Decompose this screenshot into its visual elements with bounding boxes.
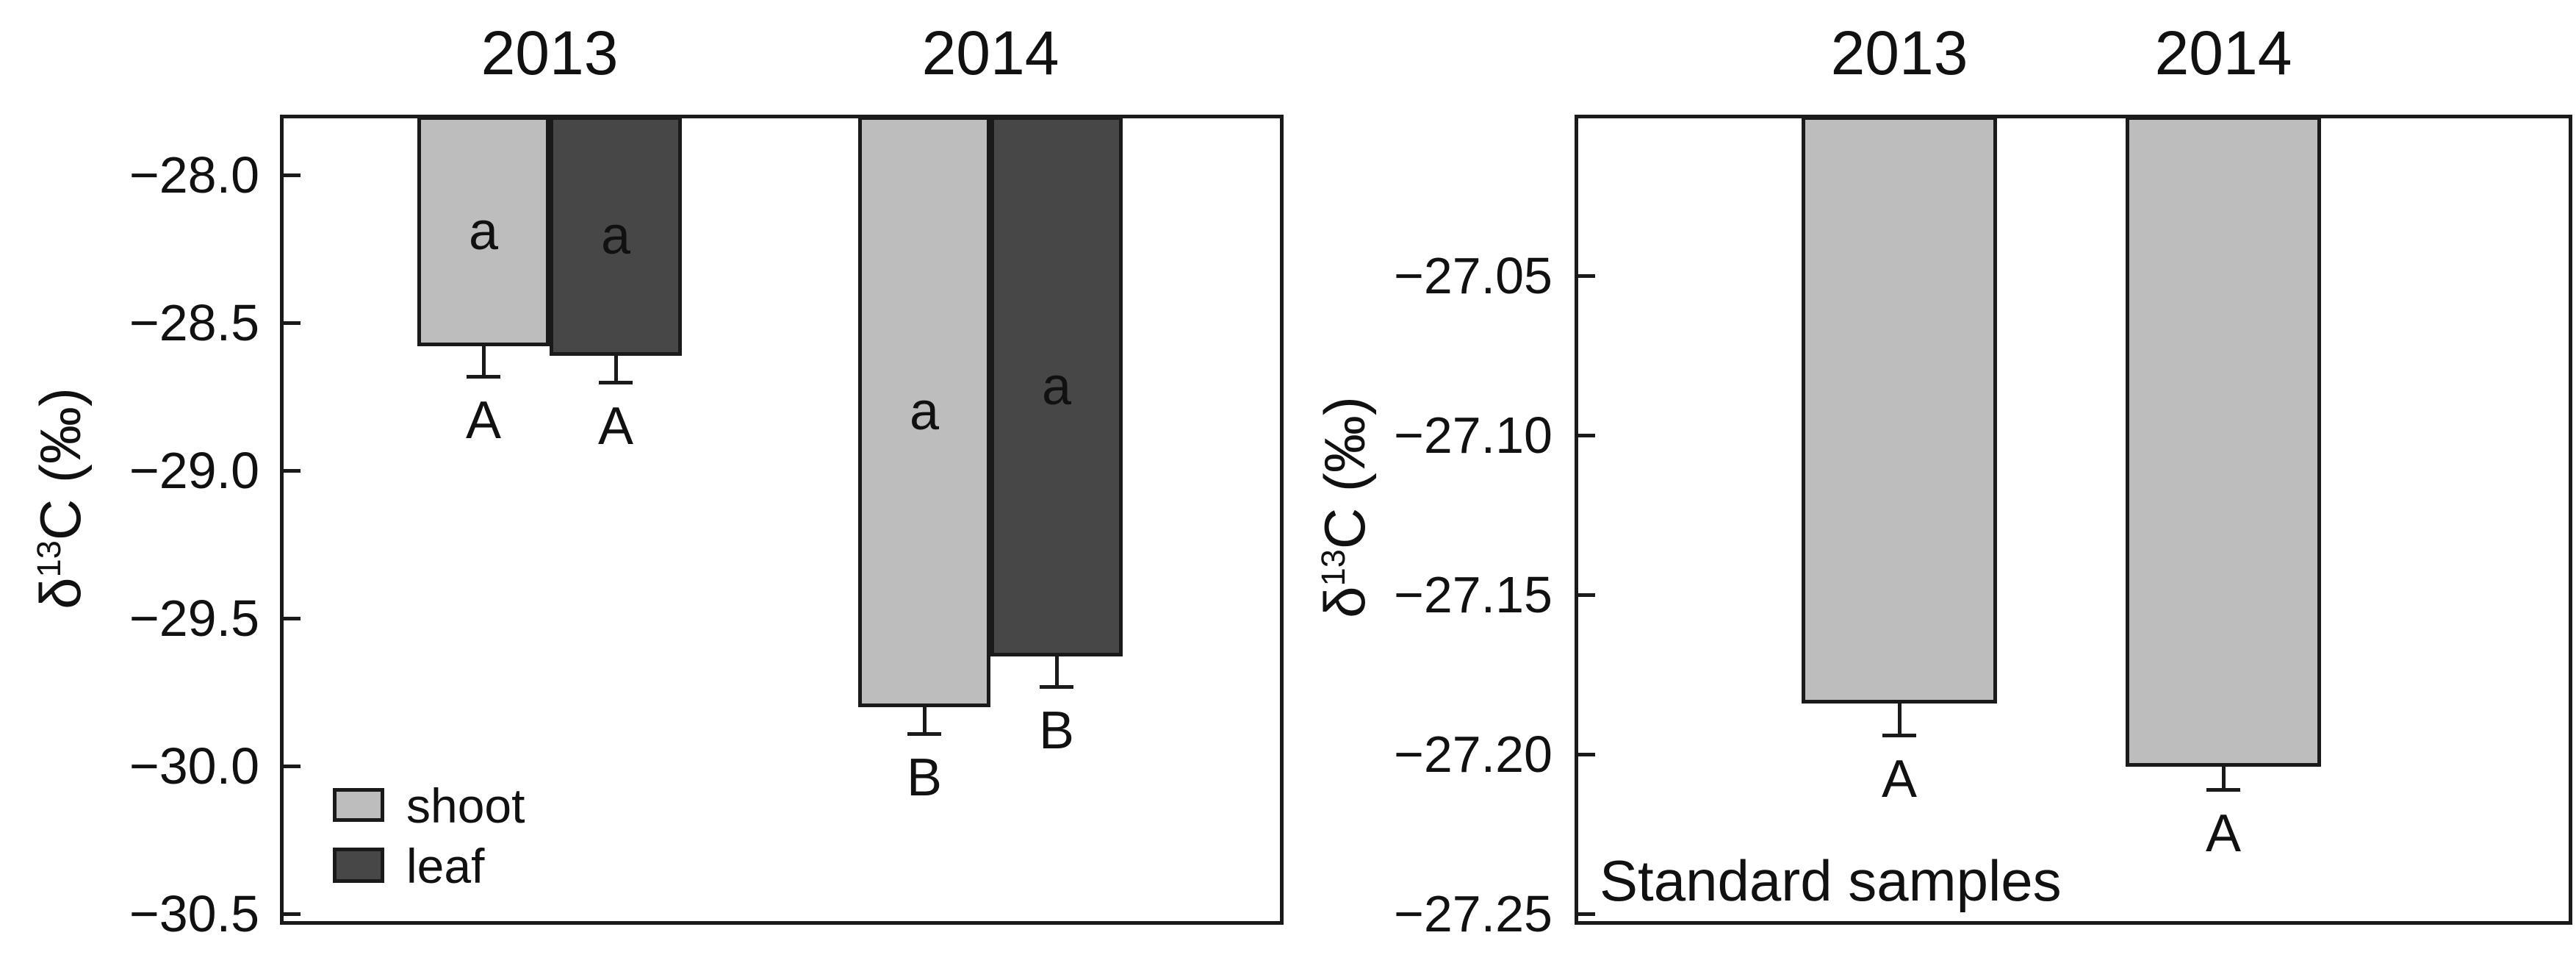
bar-leaf-2013-error-bar — [614, 355, 618, 382]
bar-leaf-2013 — [550, 116, 682, 356]
right-y-tick-−27.25-tick — [1576, 912, 1595, 916]
bar-shoot-2013-sig-letter-inside: a — [468, 201, 499, 261]
bar-standard-2014-error-bar-cap — [2206, 787, 2240, 792]
legend-label-leaf: leaf — [406, 839, 485, 893]
left-y-tick-−28.0-tick — [281, 173, 301, 178]
right-y-tick-−27.20-tick — [1576, 753, 1595, 756]
annotation-standard-samples: Standard samples — [1600, 848, 2062, 913]
left-group-header-2014: 2014 — [921, 18, 1059, 87]
left-group-header-2013: 2013 — [481, 18, 619, 87]
bar-leaf-2013-error-bar-cap — [599, 380, 633, 384]
right-group-header-2014: 2014 — [2154, 18, 2292, 87]
bar-leaf-2013-sig-letter-below: A — [597, 396, 634, 456]
bar-shoot-2013-error-bar-cap — [467, 374, 500, 379]
bar-leaf-2014-sig-letter-inside: a — [1041, 357, 1072, 416]
bar-shoot-2013-sig-letter-below: A — [465, 390, 502, 450]
bar-shoot-2014-error-bar — [922, 706, 927, 734]
bar-shoot-2014-sig-letter-below: B — [906, 748, 943, 807]
left-y-tick-−30.0-label: −30.0 — [129, 737, 259, 795]
bar-leaf-2014-sig-letter-below: B — [1038, 701, 1075, 760]
bar-leaf-2013-sig-letter-inside: a — [600, 206, 631, 265]
right-plot-area — [1575, 115, 2572, 925]
bar-standard-2013-sig-letter-below: A — [1881, 749, 1918, 809]
right-y-tick-−27.15-label: −27.15 — [1393, 566, 1553, 623]
bar-standard-2014 — [2126, 116, 2321, 767]
right-y-tick-−27.05-tick — [1576, 274, 1595, 278]
left-y-tick-−29.0-tick — [281, 469, 301, 473]
left-y-tick-−30.5-tick — [281, 912, 301, 916]
left-y-tick-−29.5-label: −29.5 — [129, 590, 259, 648]
right-y-tick-−27.20-label: −27.20 — [1393, 726, 1553, 783]
right-y-tick-−27.25-label: −27.25 — [1393, 885, 1553, 942]
left-y-tick-−28.0-label: −28.0 — [129, 146, 259, 204]
legend-swatch-shoot — [333, 788, 384, 822]
left-y-tick-−28.5-tick — [281, 321, 301, 326]
bar-shoot-2014 — [858, 116, 990, 707]
bar-standard-2014-sig-letter-below: A — [2205, 803, 2242, 863]
bar-shoot-2014-sig-letter-inside: a — [909, 382, 940, 441]
legend-label-shoot: shoot — [406, 778, 525, 833]
left-y-tick-−28.5-label: −28.5 — [129, 294, 259, 352]
left-y-tick-−30.0-tick — [281, 765, 301, 769]
left-y-axis-title-text: δ13C (‰) — [27, 387, 93, 609]
right-y-tick-−27.10-label: −27.10 — [1393, 407, 1553, 464]
bar-standard-2013 — [1802, 116, 1997, 704]
bar-standard-2014-error-bar — [2221, 767, 2226, 790]
bar-standard-2013-error-bar-cap — [1882, 733, 1916, 737]
right-y-tick-−27.15-tick — [1576, 593, 1595, 597]
bar-shoot-2014-error-bar-cap — [907, 731, 941, 736]
left-y-tick-−29.5-tick — [281, 617, 301, 621]
right-group-header-2013: 2013 — [1830, 18, 1968, 87]
bar-leaf-2014-error-bar — [1054, 656, 1059, 687]
bar-standard-2013-error-bar — [1897, 703, 1902, 735]
left-y-tick-−30.5-label: −30.5 — [129, 885, 259, 942]
bar-shoot-2013-error-bar — [481, 346, 486, 376]
right-y-tick-−27.10-tick — [1576, 434, 1595, 437]
bar-leaf-2014-error-bar-cap — [1040, 684, 1073, 689]
legend-swatch-leaf — [333, 848, 384, 883]
left-y-tick-−29.0-label: −29.0 — [129, 442, 259, 500]
bar-leaf-2014 — [990, 116, 1123, 657]
right-y-tick-−27.05-label: −27.05 — [1393, 247, 1553, 304]
right-y-axis-title: δ13C (‰) — [1308, 316, 1381, 698]
